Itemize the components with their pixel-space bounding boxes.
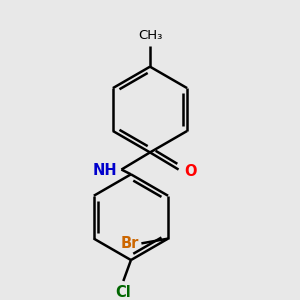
Text: Br: Br [120,236,139,251]
Text: O: O [184,164,197,179]
Text: NH: NH [93,163,118,178]
Text: CH₃: CH₃ [138,29,162,42]
Text: Cl: Cl [116,285,131,300]
